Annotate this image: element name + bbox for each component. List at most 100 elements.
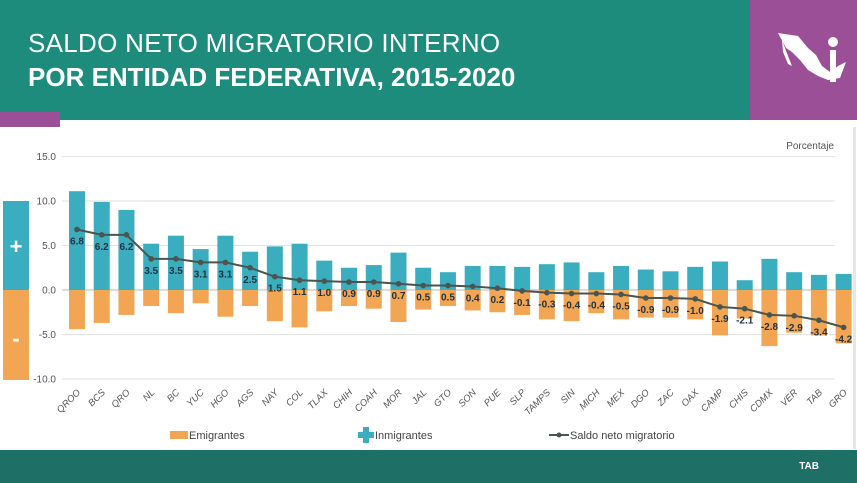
bar-emigrantes-QROO [69,290,85,330]
saldo-data-label: 1.5 [268,284,282,295]
bar-emigrantes-MOR [390,290,407,323]
saldo-data-label: -4.2 [835,334,853,345]
bar-inmigrantes-QROO [69,191,85,290]
footer-label: TAB [799,461,819,472]
x-tick-label: COL [284,387,306,409]
saldo-data-label: 0.2 [490,295,504,306]
legend-saldo: Saldo neto migratorio [570,430,675,442]
y-tick-label: 10.0 [37,197,57,208]
bar-inmigrantes-MICH [588,272,605,290]
x-tick-label: SIN [559,387,578,406]
x-tick-label: CAMP [699,387,727,415]
bar-emigrantes-CHIH [341,290,358,307]
saldo-data-label: -0.3 [538,300,556,311]
saldo-data-label: -1.9 [711,314,729,325]
x-tick-label: BCS [86,387,108,409]
x-tick-label: PUE [482,387,504,409]
x-tick-label: QROO [55,387,84,416]
bar-inmigrantes-TAB [810,274,827,290]
y-tick-label: 5.0 [42,241,56,252]
bar-emigrantes-NL [143,290,160,307]
saldo-data-label: -0.9 [662,305,680,316]
saldo-data-label: 6.8 [70,236,84,247]
saldo-data-label: 3.1 [218,269,232,280]
bar-emigrantes-GTO [439,290,456,307]
x-tick-label: CHIH [331,387,355,411]
saldo-data-label: -0.5 [612,301,630,312]
x-tick-label: CDMX [748,387,776,415]
saldo-point [544,289,550,296]
bar-inmigrantes-TLAX [316,260,333,290]
saldo-point [766,312,773,318]
bar-inmigrantes-CAMP [711,261,728,290]
y-tick-label: 15.0 [37,152,57,163]
saldo-data-label: 0.9 [367,289,381,300]
saldo-point [840,324,847,331]
bar-emigrantes-HGO [217,290,234,317]
x-tick-label: GRO [827,387,851,411]
x-tick-label: VER [779,387,801,409]
saldo-point [173,256,179,262]
bar-inmigrantes-GRO [835,273,852,290]
saldo-data-label: 1.0 [317,288,331,299]
bar-emigrantes-YUC [192,290,209,304]
bar-emigrantes-QRO [118,290,135,315]
saldo-data-label: -0.1 [514,298,532,309]
bar-emigrantes-NAY [266,290,283,322]
mexico-map-info-icon [778,33,846,82]
bar-emigrantes-TAMPS [538,290,555,320]
saldo-data-label: 0.4 [466,293,480,304]
legend-swatch-emigrantes [170,431,188,439]
bar-emigrantes-CHIS [736,290,753,319]
bar-inmigrantes-SLP [514,266,531,290]
saldo-data-label: 6.2 [95,242,109,253]
bar-emigrantes-JAL [415,290,432,310]
bar-emigrantes-MEX [613,290,630,320]
bar-inmigrantes-OAX [687,266,704,290]
saldo-point [618,291,624,298]
saldo-data-label: -2.9 [786,323,804,334]
saldo-data-label: -3.4 [810,327,828,338]
x-tick-label: YUC [185,387,207,409]
saldo-point [420,282,427,289]
bar-emigrantes-CDMX [761,290,778,347]
saldo-point [222,259,229,266]
minus-sign: - [12,326,19,351]
saldo-point [519,288,525,294]
saldo-point [148,256,154,262]
saldo-data-label: 2.5 [243,275,257,286]
saldo-data-label: 3.5 [144,266,158,277]
saldo-point [717,304,723,310]
saldo-point [741,305,748,312]
title-line-2: POR ENTIDAD FEDERATIVA, 2015-2020 [28,62,516,92]
bar-emigrantes-ZAC [662,290,679,318]
minus-box [3,290,29,380]
bar-inmigrantes-QRO [118,209,135,290]
x-tick-label: ZAC [655,387,677,409]
saldo-data-label: 0.9 [342,289,356,300]
bar-inmigrantes-BC [167,235,184,290]
saldo-point [272,273,278,280]
saldo-data-label: -0.9 [637,305,655,316]
title-line-1: SALDO NETO MIGRATORIO INTERNO [28,28,501,58]
legend-swatch-inmigrantes [358,427,374,443]
x-tick-label: NAY [260,387,282,409]
saldo-data-label: 6.2 [120,242,134,253]
bar-inmigrantes-ZAC [662,271,679,290]
legend-emigrantes: Emigrantes [189,430,245,442]
saldo-line [76,228,844,329]
chart: Porcentaje + - 15.010.05.00.0-5.0-10.0QR… [3,141,853,443]
saldo-point [494,285,501,292]
bar-inmigrantes-TAMPS [538,264,555,290]
bar-emigrantes-SLP [514,290,531,315]
bar-inmigrantes-CHIH [341,267,358,290]
saldo-point [395,280,402,287]
bar-emigrantes-MICH [588,290,605,314]
saldo-data-label: -1.0 [687,306,705,317]
saldo-data-label: -0.4 [588,301,606,312]
saldo-point [321,278,328,284]
bar-inmigrantes-VER [786,272,803,290]
bar-emigrantes-SIN [563,290,580,322]
saldo-point [568,290,575,297]
x-tick-label: TAB [805,387,826,408]
